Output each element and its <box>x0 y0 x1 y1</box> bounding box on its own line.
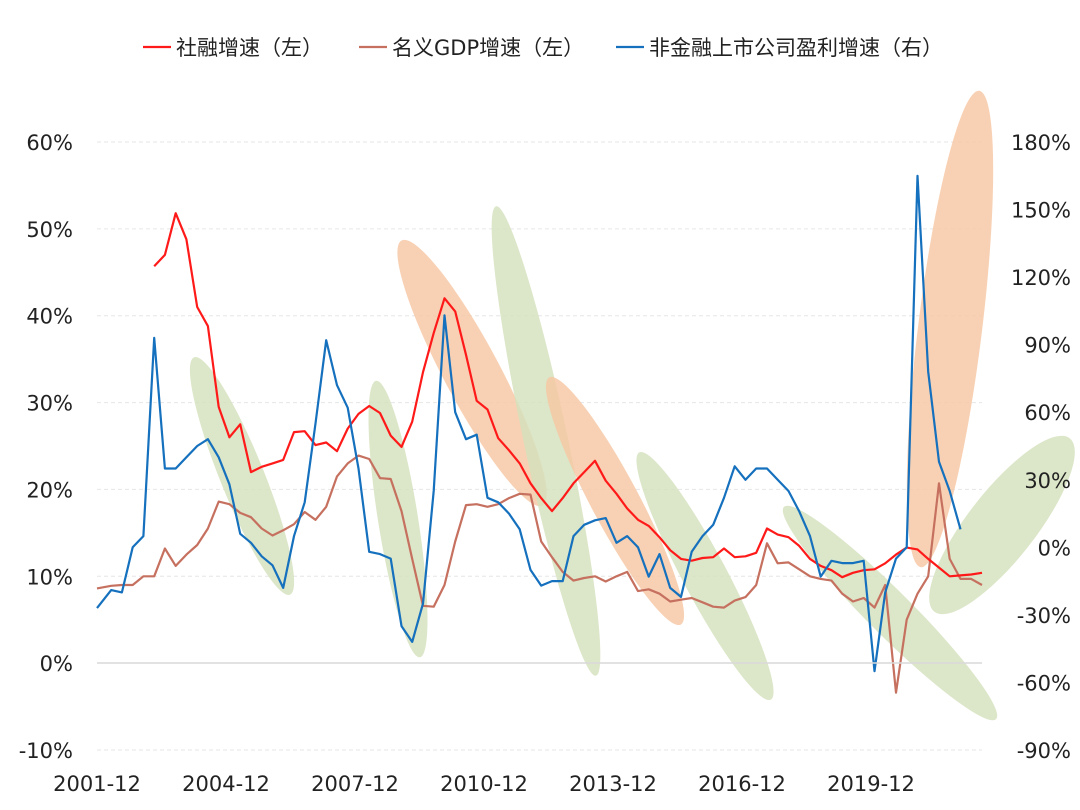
highlight-ellipses <box>189 90 1075 721</box>
highlight-ellipse-orange <box>906 90 994 568</box>
left-y-tick-label: 50% <box>26 218 73 242</box>
left-y-tick-label: 30% <box>26 392 73 416</box>
right-y-tick-label: -90% <box>1017 739 1071 763</box>
left-y-tick-label: 60% <box>26 131 73 155</box>
right-y-tick-label: -60% <box>1017 671 1071 695</box>
x-tick-label: 2016-12 <box>698 772 786 796</box>
highlight-ellipse-green <box>189 357 295 595</box>
legend-label: 非金融上市公司盈利增速（右） <box>649 36 943 60</box>
series-line-0 <box>153 212 983 579</box>
series-lines <box>96 174 983 694</box>
right-y-tick-label: 150% <box>1011 199 1071 223</box>
highlight-ellipse-orange <box>545 376 685 626</box>
highlight-ellipse-orange <box>397 239 547 507</box>
left-y-tick-label: -10% <box>19 739 73 763</box>
highlight-ellipse-green <box>368 380 428 658</box>
series-line-2 <box>96 174 962 673</box>
left-y-tick-label: 20% <box>26 478 73 502</box>
left-y-axis: -10% 0% 10% 20% 30% 40% 50% 60% <box>19 131 73 763</box>
highlight-ellipse-green <box>929 435 1075 615</box>
series-line-1 <box>96 454 983 694</box>
x-tick-label: 2013-12 <box>569 772 657 796</box>
highlight-ellipse-green <box>636 451 774 701</box>
right-y-tick-label: 180% <box>1011 131 1071 155</box>
x-tick-label: 2019-12 <box>827 772 915 796</box>
right-y-axis: -90% -60% -30% 0% 30% 60% 90% 120% 150% 180% <box>1011 131 1071 763</box>
x-tick-label: 2004-12 <box>182 772 270 796</box>
legend-label: 社融增速（左） <box>176 36 323 60</box>
x-axis: 2001-12 2004-12 2007-12 2010-12 2013-12 2016-… <box>53 772 915 796</box>
right-y-tick-label: 30% <box>1024 469 1071 493</box>
legend: 社融增速（左） 名义GDP增速（左） 非金融上市公司盈利增速（右） <box>143 36 943 60</box>
left-y-tick-label: 0% <box>40 652 73 676</box>
left-y-tick-label: 10% <box>26 565 73 589</box>
right-y-tick-label: 120% <box>1011 266 1071 290</box>
x-tick-label: 2007-12 <box>311 772 399 796</box>
x-tick-label: 2010-12 <box>440 772 528 796</box>
right-y-tick-label: 60% <box>1024 401 1071 425</box>
left-y-tick-label: 40% <box>26 305 73 329</box>
highlight-ellipse-green <box>782 505 998 721</box>
x-tick-label: 2001-12 <box>53 772 141 796</box>
highlight-ellipse-green <box>491 206 601 676</box>
legend-label: 名义GDP增速（左） <box>392 36 584 60</box>
right-y-tick-label: 90% <box>1024 334 1071 358</box>
right-y-tick-label: -30% <box>1017 604 1071 628</box>
right-y-tick-label: 0% <box>1038 536 1071 560</box>
